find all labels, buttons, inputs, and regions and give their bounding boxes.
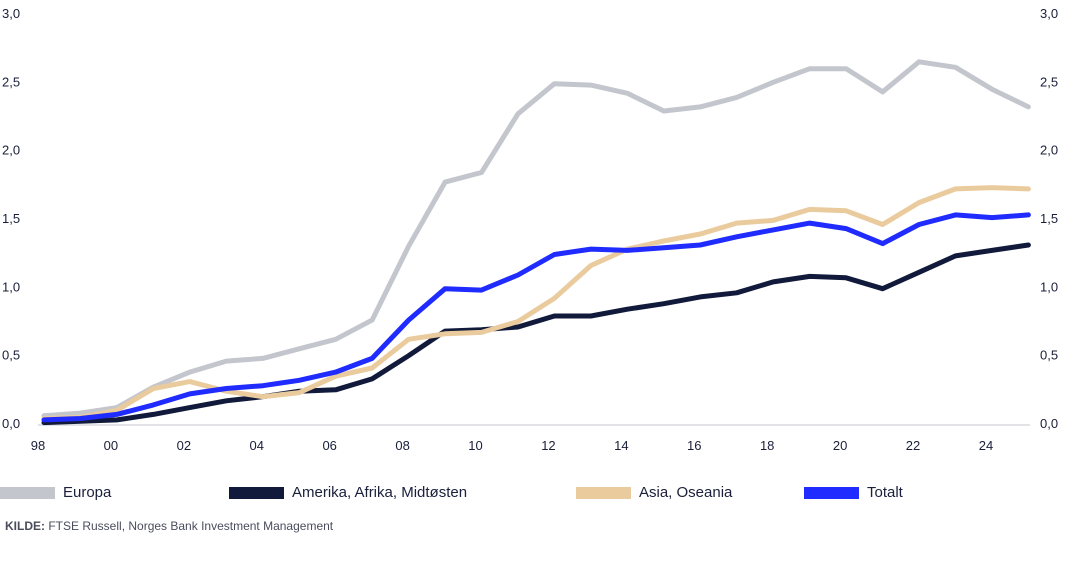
x-tick-label: 14: [614, 438, 628, 453]
y-tick-label: 3,0: [2, 6, 20, 21]
y-tick-label-right: 2,5: [1040, 74, 1058, 89]
legend-item-totalt: Totalt: [804, 484, 903, 501]
y-axis-right: 0,0 0,5 1,0 1,5 2,0 2,5 3,0: [1040, 6, 1058, 431]
source-label: KILDE:: [5, 519, 45, 533]
x-tick-label: 12: [541, 438, 555, 453]
series-lines: [41, 59, 1031, 426]
y-tick-label-right: 1,0: [1040, 279, 1058, 294]
series-line-0: [41, 59, 1031, 419]
x-tick-label: 98: [31, 438, 45, 453]
series-line-2: [41, 185, 1031, 421]
x-tick-label: 02: [177, 438, 191, 453]
legend-label: Asia, Oseania: [639, 484, 733, 501]
series-line-1: [41, 242, 1031, 426]
y-tick-label: 0,5: [2, 348, 20, 363]
x-tick-label: 00: [104, 438, 118, 453]
y-tick-label-right: 0,5: [1040, 348, 1058, 363]
legend-label: Europa: [63, 484, 112, 501]
y-tick-label: 2,0: [2, 143, 20, 158]
y-tick-label-right: 3,0: [1040, 6, 1058, 21]
y-tick-label-right: 0,0: [1040, 416, 1058, 431]
y-tick-label: 1,5: [2, 211, 20, 226]
y-tick-label-right: 2,0: [1040, 143, 1058, 158]
source-text: FTSE Russell, Norges Bank Investment Man…: [48, 519, 334, 533]
x-tick-label: 20: [833, 438, 847, 453]
legend-item-amerika: Amerika, Afrika, Midtøsten: [229, 484, 467, 501]
legend: Europa Amerika, Afrika, Midtøsten Asia, …: [0, 484, 1065, 504]
series-line-3: [41, 212, 1031, 423]
y-tick-label: 2,5: [2, 74, 20, 89]
x-tick-label: 18: [760, 438, 774, 453]
y-tick-label: 1,0: [2, 279, 20, 294]
x-axis: 98 00 02 04 06 08 10 12 14 16 18 20 22 24: [31, 438, 993, 453]
y-tick-label: 0,0: [2, 416, 20, 431]
legend-swatch: [804, 486, 859, 499]
legend-swatch: [229, 486, 284, 499]
legend-item-europa: Europa: [0, 484, 111, 501]
x-tick-label: 08: [395, 438, 409, 453]
x-tick-label: 06: [322, 438, 336, 453]
x-tick-label: 10: [468, 438, 482, 453]
legend-label: Amerika, Afrika, Midtøsten: [292, 484, 468, 501]
legend-swatch: [0, 486, 55, 499]
line-chart: 0,0 0,5 1,0 1,5 2,0 2,5 3,0 0,0 0,5 1,0 1,5 2,0 2,5…: [2, 6, 1058, 453]
x-tick-label: 04: [250, 438, 264, 453]
x-tick-label: 24: [979, 438, 993, 453]
x-tick-label: 16: [687, 438, 701, 453]
y-axis-left: 0,0 0,5 1,0 1,5 2,0 2,5 3,0: [2, 6, 20, 431]
legend-swatch: [576, 486, 631, 499]
legend-label: Totalt: [867, 484, 903, 501]
x-tick-label: 22: [906, 438, 920, 453]
legend-item-asia: Asia, Oseania: [576, 484, 732, 501]
source-note: KILDE: FTSE Russell, Norges Bank Investm…: [5, 519, 333, 533]
y-tick-label-right: 1,5: [1040, 211, 1058, 226]
